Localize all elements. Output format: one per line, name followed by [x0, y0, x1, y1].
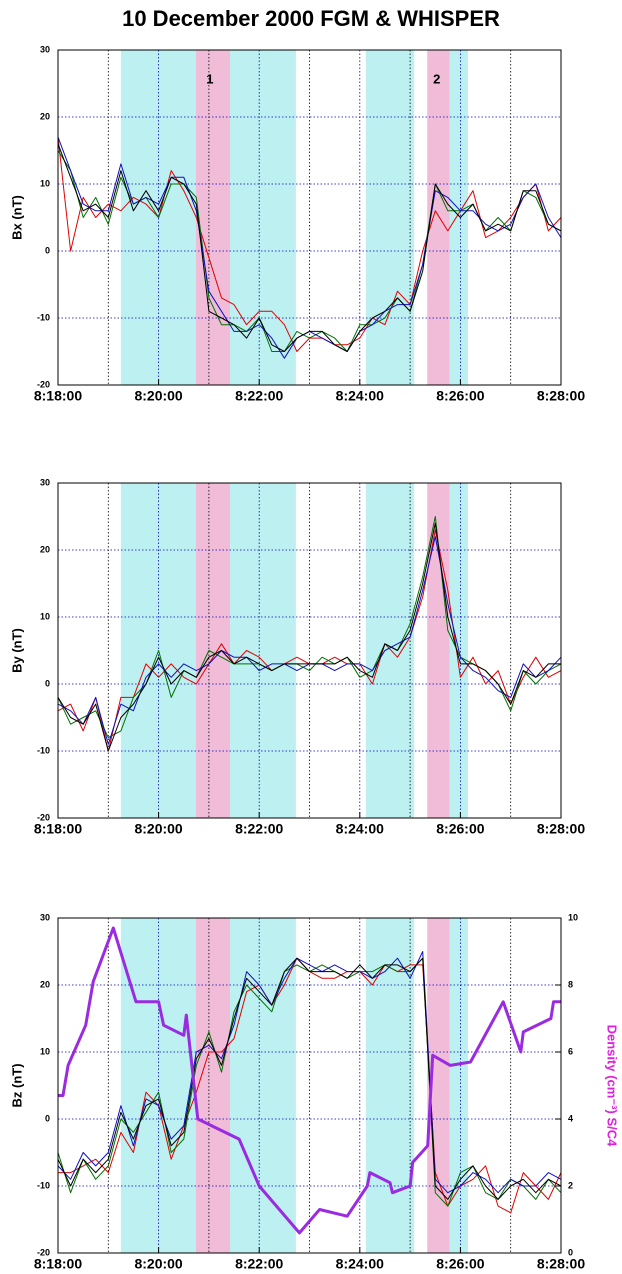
- y-tick-label: -20: [37, 812, 50, 822]
- x-tick-label: 8:24:00: [336, 821, 384, 837]
- chart-title: 10 December 2000 FGM & WHISPER: [122, 6, 500, 31]
- x-tick-label: 8:26:00: [436, 821, 484, 837]
- annotation: 2: [433, 72, 440, 87]
- y-tick-label: 0: [45, 1113, 50, 1123]
- shaded-region: [230, 483, 296, 818]
- x-tick-label: 8:20:00: [134, 388, 182, 404]
- annotation: 1: [206, 72, 213, 87]
- x-tick-label: 8:20:00: [134, 821, 182, 837]
- y-tick-label: -10: [37, 1180, 50, 1190]
- plot-frame: [57, 49, 562, 386]
- y2-tick-label: 0: [568, 1247, 573, 1257]
- y2-tick-label: 10: [568, 912, 578, 922]
- y2-tick-label: 6: [568, 1046, 573, 1056]
- y-tick-label: -10: [37, 312, 50, 322]
- y-tick-label: 30: [40, 44, 50, 54]
- y-tick-label: 30: [40, 477, 50, 487]
- shaded-region: [427, 918, 450, 1253]
- x-tick-label: 8:20:00: [134, 1256, 182, 1269]
- shaded-region: [427, 50, 450, 385]
- y-tick-label: 20: [40, 979, 50, 989]
- series-line: [57, 957, 562, 1200]
- shaded-region: [449, 50, 468, 385]
- x-tick-label: 8:26:00: [436, 1256, 484, 1269]
- series-line: [57, 143, 562, 352]
- x-tick-label: 8:26:00: [436, 388, 484, 404]
- x-tick-label: 8:22:00: [235, 388, 283, 404]
- shaded-region: [365, 918, 415, 1253]
- shaded-region: [195, 483, 231, 818]
- shaded-region: [365, 483, 415, 818]
- shaded-region: [120, 918, 196, 1253]
- shaded-region: [195, 50, 231, 385]
- y-axis-label: Bz (nT): [9, 1063, 24, 1107]
- plot-frame: [57, 482, 562, 819]
- y-tick-label: 30: [40, 912, 50, 922]
- series-line: [57, 951, 562, 1194]
- x-tick-label: 8:22:00: [235, 1256, 283, 1269]
- y-tick-label: 10: [40, 611, 50, 621]
- x-tick-label: 8:18:00: [34, 821, 82, 837]
- x-tick-label: 8:24:00: [336, 1256, 384, 1269]
- y2-tick-label: 2: [568, 1180, 573, 1190]
- shaded-region: [230, 918, 296, 1253]
- plot-frame: [57, 917, 562, 1254]
- x-tick-label: 8:28:00: [537, 821, 585, 837]
- y-tick-label: 0: [45, 245, 50, 255]
- y-tick-label: 10: [40, 1046, 50, 1056]
- y-tick-label: -20: [37, 1247, 50, 1257]
- shaded-region: [195, 918, 231, 1253]
- series-line: [57, 522, 561, 752]
- y-tick-label: 20: [40, 544, 50, 554]
- y-tick-label: 0: [45, 678, 50, 688]
- series-line: [58, 926, 561, 1235]
- y-axis-label: By (nT): [9, 628, 24, 673]
- x-tick-label: 8:28:00: [537, 388, 585, 404]
- x-tick-label: 8:28:00: [537, 1256, 585, 1269]
- x-tick-label: 8:24:00: [336, 388, 384, 404]
- shaded-region: [365, 50, 415, 385]
- y2-axis-label: Density (cm⁻³) S/C4: [605, 1025, 620, 1147]
- shaded-region: [449, 918, 468, 1253]
- y2-tick-label: 4: [568, 1113, 573, 1123]
- x-tick-label: 8:22:00: [235, 821, 283, 837]
- y-axis-label: Bx (nT): [9, 195, 24, 240]
- shaded-region: [427, 483, 450, 818]
- x-tick-label: 8:18:00: [34, 1256, 82, 1269]
- y2-tick-label: 8: [568, 979, 573, 989]
- y-tick-label: -10: [37, 745, 50, 755]
- y-tick-label: 10: [40, 178, 50, 188]
- x-tick-label: 8:18:00: [34, 388, 82, 404]
- shaded-region: [230, 50, 296, 385]
- y-tick-label: -20: [37, 379, 50, 389]
- y-tick-label: 20: [40, 111, 50, 121]
